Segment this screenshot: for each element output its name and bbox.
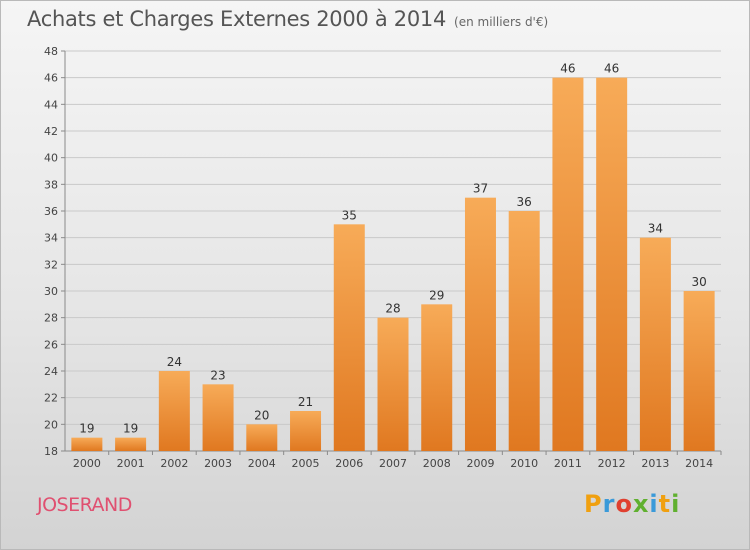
data-label: 28 (385, 302, 400, 316)
y-tick-label: 40 (44, 152, 58, 165)
logo-letter: o (615, 490, 633, 518)
y-tick-label: 28 (44, 312, 58, 325)
logo-letter: P (584, 490, 603, 518)
x-tick-label: 2004 (248, 457, 276, 470)
logo-letter: i (671, 490, 681, 518)
bar (552, 77, 584, 452)
data-label: 37 (473, 182, 488, 196)
y-tick-label: 30 (44, 285, 58, 298)
x-tick-label: 2011 (554, 457, 582, 470)
x-tick-label: 2002 (160, 457, 188, 470)
x-tick-label: 2009 (466, 457, 494, 470)
bar (508, 211, 540, 451)
bar (421, 304, 453, 451)
y-tick-label: 18 (44, 445, 58, 458)
y-tick-label: 48 (44, 45, 58, 58)
x-tick-label: 2012 (598, 457, 626, 470)
title-row: Achats et Charges Externes 2000 à 2014 (e… (27, 7, 548, 31)
data-label: 36 (517, 195, 532, 209)
data-label: 21 (298, 395, 313, 409)
bar (290, 411, 322, 451)
bar (246, 424, 278, 451)
data-label: 23 (210, 368, 225, 382)
y-tick-label: 20 (44, 418, 58, 431)
y-tick-label: 24 (44, 365, 58, 378)
data-label: 19 (79, 422, 94, 436)
data-label: 46 (604, 62, 619, 76)
data-label: 24 (167, 355, 182, 369)
y-tick-label: 44 (44, 98, 58, 111)
y-tick-label: 22 (44, 392, 58, 405)
data-label: 46 (560, 62, 575, 76)
x-tick-label: 2007 (379, 457, 407, 470)
bar (377, 317, 409, 451)
bar (71, 437, 103, 451)
data-label: 30 (691, 275, 706, 289)
data-label: 19 (123, 422, 138, 436)
logo-letter: x (632, 490, 650, 518)
x-tick-label: 2000 (73, 457, 101, 470)
x-tick-label: 2014 (685, 457, 713, 470)
bar (202, 384, 234, 451)
bar (464, 197, 496, 451)
x-tick-label: 2008 (423, 457, 451, 470)
y-tick-label: 38 (44, 178, 58, 191)
bar (333, 224, 365, 451)
bar (115, 437, 147, 451)
y-tick-label: 32 (44, 258, 58, 271)
chart-subtitle: (en milliers d'€) (454, 15, 549, 29)
logo-letter: r (602, 490, 616, 518)
x-tick-label: 2003 (204, 457, 232, 470)
y-tick-label: 26 (44, 338, 58, 351)
y-tick-label: 36 (44, 205, 58, 218)
y-tick-label: 42 (44, 125, 58, 138)
x-tick-label: 2010 (510, 457, 538, 470)
x-tick-label: 2001 (117, 457, 145, 470)
y-tick-label: 34 (44, 232, 58, 245)
proxiti-logo[interactable]: Proxiti (584, 490, 680, 518)
place-name: JOSERAND (37, 494, 132, 516)
data-label: 34 (648, 222, 663, 236)
data-label: 20 (254, 408, 269, 422)
chart-title: Achats et Charges Externes 2000 à 2014 (27, 7, 447, 31)
bar (596, 77, 628, 452)
logo-letter: i (649, 490, 659, 518)
data-label: 35 (342, 208, 357, 222)
bar (158, 371, 190, 451)
bar (683, 291, 715, 451)
x-tick-label: 2013 (641, 457, 669, 470)
logo-letter: t (658, 490, 672, 518)
data-label: 29 (429, 288, 444, 302)
x-tick-label: 2006 (335, 457, 363, 470)
bar (639, 237, 671, 451)
x-tick-label: 2005 (292, 457, 320, 470)
y-tick-label: 46 (44, 72, 58, 85)
